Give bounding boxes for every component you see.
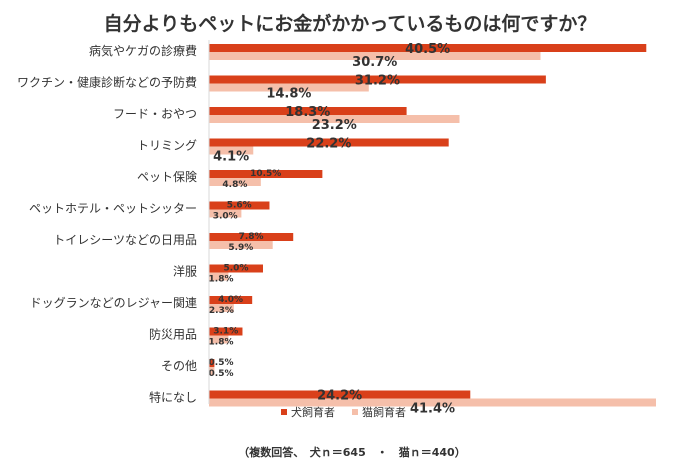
data-label-cat: 30.7% (352, 55, 397, 70)
bar-cat (209, 335, 229, 344)
bar-cat (209, 115, 460, 123)
data-label-dog: 7.8% (239, 232, 264, 242)
bar-dog (209, 44, 647, 52)
data-label-dog: 10.5% (250, 169, 281, 179)
data-label-cat: 2.3% (209, 306, 234, 316)
data-label-dog: 3.1% (213, 327, 238, 337)
bar-cat (209, 272, 229, 281)
bar-dog (209, 201, 270, 210)
legend-label-cat: 猫飼育者 (362, 405, 406, 419)
bar-dog (209, 390, 471, 399)
category-label: その他 (161, 359, 197, 373)
data-label-dog: 0.5% (209, 358, 234, 368)
category-labels: 病気やケガの診療費ワクチン・健康診断などの予防費フード・おやつトリミングペット保… (17, 43, 197, 405)
data-label-cat: 4.1% (213, 150, 249, 165)
bar-dog (209, 359, 215, 367)
bar-dog (209, 138, 449, 147)
chart-title: 自分よりもペットにお金がかかっているものは何ですか？ (104, 12, 597, 35)
bar-cat (209, 52, 541, 60)
bar-dog (209, 107, 407, 115)
category-label: フード・おやつ (113, 107, 197, 121)
bar-cat (209, 83, 369, 92)
category-label: ドッグランなどのレジャー関連 (30, 296, 197, 310)
category-label: 防災用品 (149, 327, 197, 342)
data-label-cat: 41.4% (410, 402, 455, 417)
data-label-cat: 4.8% (222, 180, 247, 190)
data-label-dog: 5.6% (227, 201, 252, 211)
data-label-dog: 5.0% (224, 264, 249, 274)
bar-dog (209, 264, 263, 273)
data-label-dog: 22.2% (306, 137, 351, 152)
category-label: トリミング (137, 139, 197, 153)
legend-swatch-dog (281, 409, 287, 415)
category-label: 洋服 (173, 264, 197, 279)
sample-size-note: （複数回答、 犬ｎ＝645 ・ 猫ｎ＝440） (238, 445, 465, 459)
bar-cat (209, 304, 234, 312)
bar-dog (209, 170, 323, 178)
bar-cat (209, 241, 273, 249)
legend: 犬飼育者 猫飼育者 (281, 405, 406, 419)
data-label-cat: 1.8% (209, 338, 234, 348)
data-label-dog: 4.0% (218, 295, 243, 305)
bar-cat (209, 367, 215, 375)
bar-cat (209, 209, 242, 218)
legend-swatch-cat (352, 409, 358, 415)
bar-cat (209, 146, 254, 155)
data-labels: 40.5%30.7%31.2%14.8%18.3%23.2%22.2%4.1%1… (209, 42, 456, 417)
data-label-cat: 1.8% (209, 275, 234, 285)
category-label: ペット保険 (137, 170, 197, 184)
bar-dog (209, 327, 243, 336)
data-label-cat: 3.0% (213, 212, 238, 222)
data-label-cat: 23.2% (312, 118, 357, 133)
bars (209, 44, 656, 407)
data-label-cat: 14.8% (266, 87, 311, 102)
category-label: トイレシーツなどの日用品 (53, 233, 197, 247)
data-label-dog: 18.3% (285, 105, 330, 120)
bar-dog (209, 233, 294, 241)
data-label-dog: 24.2% (317, 389, 362, 404)
bar-cat (209, 178, 261, 186)
data-label-cat: 0.5% (209, 369, 234, 379)
bar-cat (209, 398, 656, 407)
legend-label-dog: 犬飼育者 (291, 405, 335, 419)
category-label: ワクチン・健康診断などの予防費 (17, 75, 197, 90)
data-label-dog: 40.5% (405, 42, 450, 57)
category-label: 特になし (149, 390, 197, 405)
category-label: ペットホテル・ペットシッター (29, 202, 197, 216)
data-label-cat: 5.9% (228, 243, 253, 253)
bar-dog (209, 296, 253, 304)
category-label: 病気やケガの診療費 (89, 43, 197, 58)
bar-dog (209, 75, 546, 84)
data-label-dog: 31.2% (355, 74, 400, 89)
